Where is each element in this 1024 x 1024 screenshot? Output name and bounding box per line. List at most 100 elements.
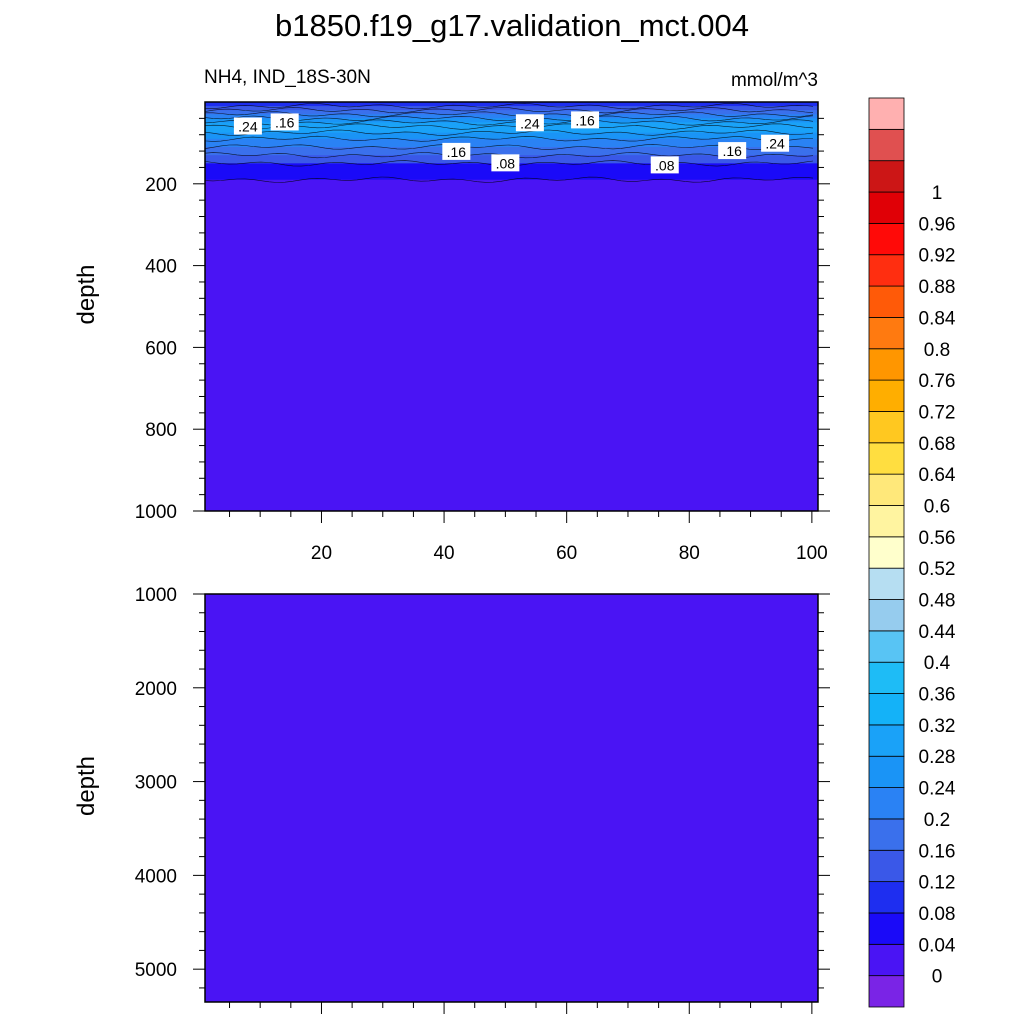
lower-x-axis: [229, 1002, 813, 1014]
colorbar-box: [868, 567, 905, 600]
contour-label: .16: [447, 144, 467, 160]
colorbar-box: [868, 536, 905, 569]
contour-label: .16: [722, 143, 742, 159]
colorbar-label: 0.6: [924, 496, 950, 517]
colorbar-label: 0.28: [919, 747, 956, 768]
colorbar-label: 0.44: [919, 622, 956, 643]
lower-y-axis: 1000 2000 3000 4000 5000: [135, 585, 830, 989]
upper-x-axis: 20 40 60 80 100: [229, 511, 828, 564]
contour-label-box: [761, 134, 790, 152]
colorbar-label: 0.8: [924, 340, 950, 361]
colorbar-box: [868, 442, 905, 475]
colorbar-label: 0.24: [919, 779, 956, 800]
field-layer: [205, 594, 818, 1003]
colorbar-label: 0.48: [919, 591, 956, 612]
colorbar-label: 0.2: [924, 810, 950, 831]
colorbar-label: 0.12: [919, 873, 956, 894]
lower-y-axis-label: depth: [73, 756, 100, 816]
y-tick-label: 5000: [135, 960, 177, 981]
lower-panel-field: [205, 594, 818, 1003]
field-layer: [205, 126, 818, 134]
colorbar-label: 0.96: [919, 214, 956, 235]
lower-panel-frame: [204, 593, 819, 1003]
contour-label: .16: [275, 114, 295, 130]
colorbar-box: [868, 97, 905, 130]
upper-y-axis: 200 400 600 800 1000: [135, 117, 830, 523]
variable-region-subtitle: NH4, IND_18S-30N: [204, 67, 371, 88]
y-tick-label: 1000: [135, 502, 177, 523]
field-layer: [205, 110, 818, 115]
y-tick-label: 200: [145, 175, 177, 196]
y-tick-label: 4000: [135, 866, 177, 887]
colorbar-box: [868, 975, 905, 1008]
colorbar-box: [868, 630, 905, 663]
field-layer: [205, 118, 818, 123]
colorbar-label: 0.88: [919, 277, 956, 298]
colorbar-box: [868, 411, 905, 444]
contour-line: [204, 115, 814, 122]
colorbar-box: [868, 160, 905, 193]
x-tick-label: 40: [433, 543, 454, 564]
contour-line: [204, 111, 814, 118]
colorbar-label: 0.08: [919, 904, 956, 925]
field-layer: [205, 122, 818, 128]
x-tick-label: 100: [796, 543, 828, 564]
upper-panel-contour-labels: .24 .16 .24 .16 .16 .08 .08 .16 .24: [233, 111, 790, 174]
colorbar-box: [868, 348, 905, 381]
colorbar-box: [868, 881, 905, 914]
colorbar-label: 0.04: [919, 935, 956, 956]
x-tick-label: 80: [679, 543, 700, 564]
contour-line: [204, 123, 814, 130]
colorbar-label: 0.64: [919, 465, 956, 486]
contour-line: [204, 135, 813, 142]
field-layer: [205, 132, 818, 140]
field-layer: [205, 138, 818, 148]
contour-label: .24: [520, 115, 540, 131]
upper-panel-contours: [204, 102, 814, 183]
y-tick-label: 600: [145, 338, 177, 359]
colorbar-box: [868, 285, 905, 318]
colorbar-box: [868, 317, 905, 350]
contour-label: .08: [655, 157, 675, 173]
y-tick-label: 2000: [135, 679, 177, 700]
x-tick-label: 60: [556, 543, 577, 564]
contour-label-box: [650, 156, 679, 174]
colorbar-box: [868, 943, 905, 977]
contour-label: .24: [238, 119, 258, 135]
colorbar-label: 0.32: [919, 716, 956, 737]
colorbar-label: 0.76: [919, 371, 956, 392]
colorbar-box: [868, 222, 905, 256]
contour-label: .16: [575, 112, 595, 128]
contour-line: [204, 107, 814, 114]
colorbar-box: [868, 724, 905, 757]
contour-label-box: [515, 114, 544, 132]
field-layer: [205, 146, 818, 156]
colorbar-box: [868, 473, 905, 506]
colorbar-box: [868, 379, 905, 412]
upper-y-axis-label: depth: [73, 264, 100, 324]
contour-line: [204, 129, 814, 136]
field-layer: [205, 106, 818, 111]
contour-label-box: [718, 142, 747, 160]
colorbar-box: [868, 661, 905, 694]
colorbar-label: 0.56: [919, 528, 956, 549]
colorbar-box: [868, 254, 905, 287]
contour-label: .24: [765, 136, 785, 152]
colorbar-box: [868, 693, 905, 726]
units-subtitle: mmol/m^3: [731, 70, 818, 91]
y-tick-label: 400: [145, 257, 177, 278]
contour-label: .08: [496, 155, 516, 171]
colorbar-box: [868, 505, 905, 538]
upper-panel: .24 .16 .24 .16 .16 .08 .08 .16 .24 200 400 600 800…: [73, 101, 830, 564]
lower-panel: 1000 2000 3000 4000 5000 depth: [73, 585, 830, 1014]
contour-line: [204, 102, 814, 110]
contour-label-box: [442, 142, 471, 160]
contour-label-box: [270, 113, 299, 131]
contour-label-box: [571, 111, 600, 129]
field-layer: [205, 114, 818, 119]
colorbar-label: 1: [932, 183, 943, 204]
colorbar-label: 0: [932, 967, 943, 988]
colorbar-label: 0.52: [919, 559, 956, 580]
contour-line: [204, 119, 814, 126]
